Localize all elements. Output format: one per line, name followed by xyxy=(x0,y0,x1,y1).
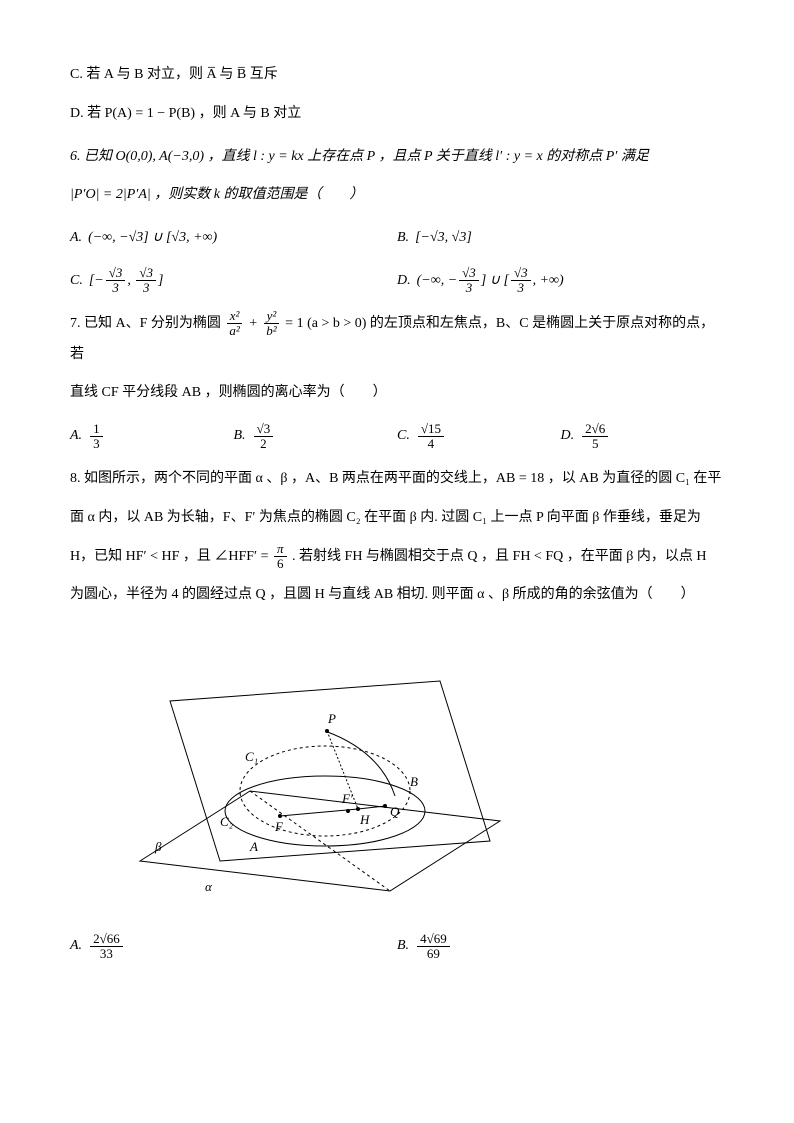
q6-stem2: |P′O| = 2|P′A| ，则实数 k 的取值范围是（ ） xyxy=(70,180,724,211)
q8-option-a: A.2√6633 xyxy=(70,931,397,962)
q8-stem1: 8. 如图所示，两个不同的平面 α 、β ，A、B 两点在两平面的交线上，AB … xyxy=(70,464,724,495)
fig-label-c2: C₂ xyxy=(220,814,234,829)
q7-option-d: D.2√65 xyxy=(561,421,725,452)
q6-options-row2: C. [−√33, √33] D. (−∞, −√33] ∪ [√33, +∞) xyxy=(70,266,724,297)
fig-label-alpha: α xyxy=(205,879,213,894)
fig-label-c1: C₁ xyxy=(245,749,258,764)
q7-option-a: A.13 xyxy=(70,421,234,452)
q6-options-row1: A.(−∞, −√3] ∪ [√3, +∞) B.[−√3, √3] xyxy=(70,223,724,254)
fig-label-b: B xyxy=(410,774,418,789)
q8-option-b: B.4√6969 xyxy=(397,931,724,962)
q8-stem3: H，已知 HF′ < HF ，且 ∠HFF′ = π6 . 若射线 FH 与椭圆… xyxy=(70,542,724,573)
fig-label-beta: β xyxy=(154,839,162,854)
q7-stem1: 7. 已知 A、F 分别为椭圆 x²a² + y²b² = 1 (a > b >… xyxy=(70,309,724,371)
q8-figure: P C₁ C₂ F F′ H Q A B α β xyxy=(110,631,530,911)
q7-options: A.13 B.√32 C.√154 D.2√65 xyxy=(70,421,724,452)
q7-option-c: C.√154 xyxy=(397,421,561,452)
option-d: D. 若 P(A) = 1 − P(B) ，则 A 与 B 对立 xyxy=(70,99,724,130)
option-c: C. 若 A 与 B 对立，则 A̅ 与 B̅ 互斥 xyxy=(70,60,724,91)
fig-label-fp: F′ xyxy=(341,791,353,806)
q6-option-a: A.(−∞, −√3] ∪ [√3, +∞) xyxy=(70,223,397,254)
fig-label-h: H xyxy=(359,812,370,827)
q6-stem1: 6. 已知 O(0,0), A(−3,0) ，直线 l : y = kx 上存在… xyxy=(70,142,724,173)
q8-stem4: 为圆心，半径为 4 的圆经过点 Q ，且圆 H 与直线 AB 相切. 则平面 α… xyxy=(70,580,724,611)
q7-option-b: B.√32 xyxy=(234,421,398,452)
fig-label-p: P xyxy=(327,711,336,726)
fig-label-f: F xyxy=(274,819,284,834)
q6-option-c: C. [−√33, √33] xyxy=(70,266,397,297)
q8-options: A.2√6633 B.4√6969 xyxy=(70,931,724,962)
q7-stem2: 直线 CF 平分线段 AB ，则椭圆的离心率为（ ） xyxy=(70,378,724,409)
q8-stem2: 面 α 内，以 AB 为长轴，F、F′ 为焦点的椭圆 C₂ 在平面 β 内. 过… xyxy=(70,503,724,534)
fig-label-q: Q xyxy=(390,804,400,819)
q6-option-b: B.[−√3, √3] xyxy=(397,223,724,254)
fig-label-a: A xyxy=(249,839,258,854)
q6-option-d: D. (−∞, −√33] ∪ [√33, +∞) xyxy=(397,266,724,297)
